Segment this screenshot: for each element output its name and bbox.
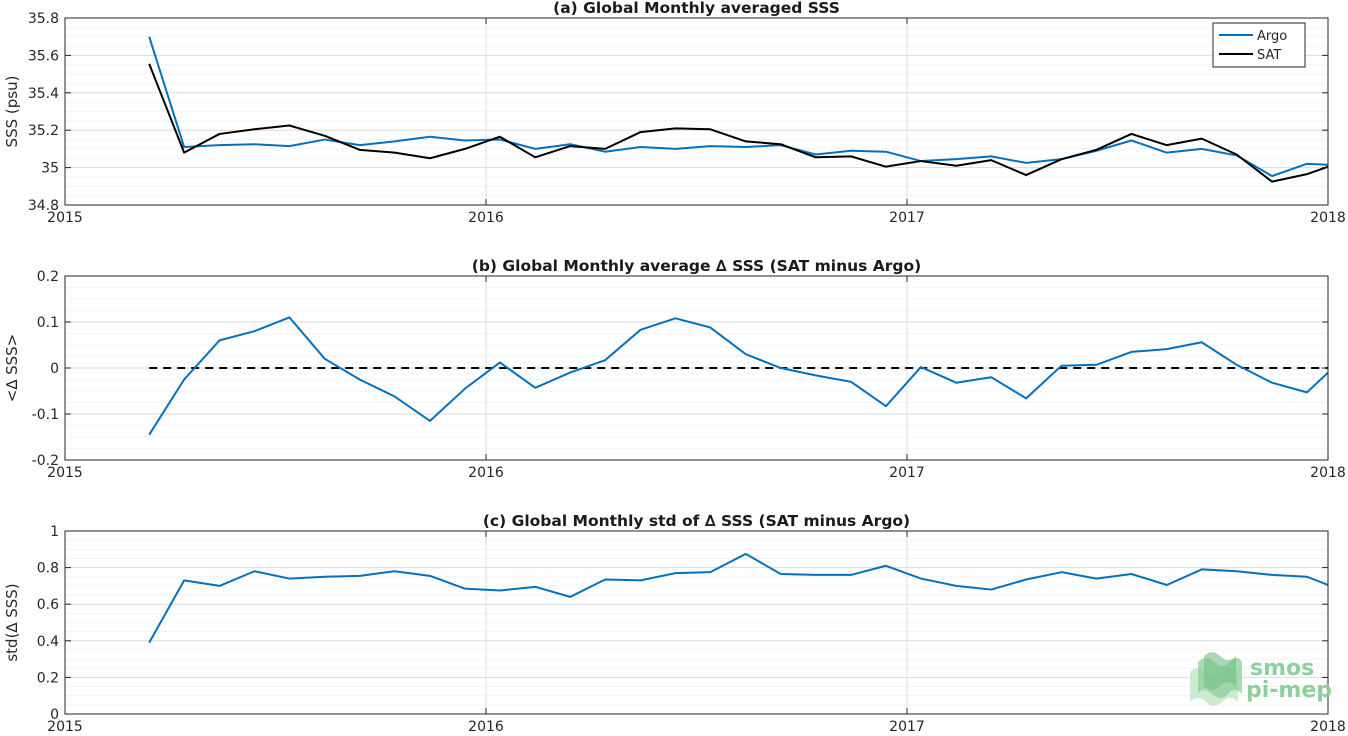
x-tick-label: 2018 bbox=[1310, 210, 1346, 226]
y-axis-label: SSS (psu) bbox=[3, 76, 21, 148]
series-line-1 bbox=[148, 316, 1329, 436]
x-tick-label: 2015 bbox=[47, 465, 83, 481]
y-tick-label: -0.2 bbox=[32, 453, 59, 469]
y-tick-label: 0.2 bbox=[37, 269, 59, 285]
logo-text-line1: smos bbox=[1250, 656, 1314, 681]
y-tick-label: 0.1 bbox=[37, 315, 59, 331]
logo-text-line2: pi-mep bbox=[1246, 678, 1332, 703]
y-tick-label: 0 bbox=[50, 707, 59, 723]
y-axis-label: std(∆ SSS) bbox=[3, 583, 21, 661]
y-axis-label: <∆ SSS> bbox=[3, 334, 21, 403]
y-tick-label: 35.6 bbox=[28, 48, 59, 64]
series-line-argo bbox=[148, 36, 1329, 178]
y-tick-label: 0.4 bbox=[37, 634, 59, 650]
smos-pi-mep-logo: smos pi-mep bbox=[1190, 652, 1332, 706]
panel-1: 34.8 35 35.2 35.4 35.6 35.8 2015 2016 2017 2018 (a… bbox=[3, 0, 1346, 226]
x-tick-label: 2015 bbox=[47, 719, 83, 735]
x-tick-label: 2017 bbox=[889, 210, 925, 226]
y-tick-label: 0.2 bbox=[37, 670, 59, 686]
series-line-sat bbox=[148, 63, 1329, 183]
chart-title: (b) Global Monthly average ∆ SSS (SAT mi… bbox=[472, 257, 921, 275]
x-tick-label: 2016 bbox=[468, 465, 504, 481]
axes-box bbox=[64, 530, 1329, 715]
y-tick-label: 1 bbox=[50, 524, 59, 540]
x-tick-label: 2017 bbox=[889, 719, 925, 735]
logo-waves-icon bbox=[1190, 652, 1242, 706]
x-tick-label: 2018 bbox=[1310, 719, 1346, 735]
legend-label: SAT bbox=[1257, 48, 1281, 63]
y-tick-label: 35.4 bbox=[28, 86, 59, 102]
y-tick-label: 0.6 bbox=[37, 597, 59, 613]
chart-title: (a) Global Monthly averaged SSS bbox=[553, 0, 840, 17]
x-tick-label: 2018 bbox=[1310, 465, 1346, 481]
x-tick-label: 2016 bbox=[468, 719, 504, 735]
legend: Argo SAT bbox=[1212, 22, 1306, 68]
y-tick-label: 0.8 bbox=[37, 561, 59, 577]
legend-box bbox=[1212, 22, 1306, 68]
y-tick-label: 34.8 bbox=[28, 198, 59, 214]
panel-2: -0.2 -0.1 0 0.1 0.2 2015 2016 2017 2018 (b) Globa… bbox=[3, 257, 1346, 481]
panel-3: 0 0.2 0.4 0.6 0.8 1 2015 2016 2017 2018 (c) Global… bbox=[3, 512, 1346, 735]
y-tick-label: 35.8 bbox=[28, 11, 59, 27]
x-tick-label: 2017 bbox=[889, 465, 925, 481]
y-tick-label: -0.1 bbox=[32, 407, 59, 423]
series-line-1 bbox=[148, 552, 1329, 644]
y-tick-label: 35.2 bbox=[28, 123, 59, 139]
axes-box bbox=[64, 17, 1329, 206]
chart-title: (c) Global Monthly std of ∆ SSS (SAT min… bbox=[483, 512, 910, 530]
legend-label: Argo bbox=[1257, 29, 1287, 44]
x-tick-label: 2016 bbox=[468, 210, 504, 226]
y-tick-label: 35 bbox=[41, 161, 59, 177]
x-tick-label: 2015 bbox=[47, 210, 83, 226]
y-tick-label: 0 bbox=[50, 361, 59, 377]
